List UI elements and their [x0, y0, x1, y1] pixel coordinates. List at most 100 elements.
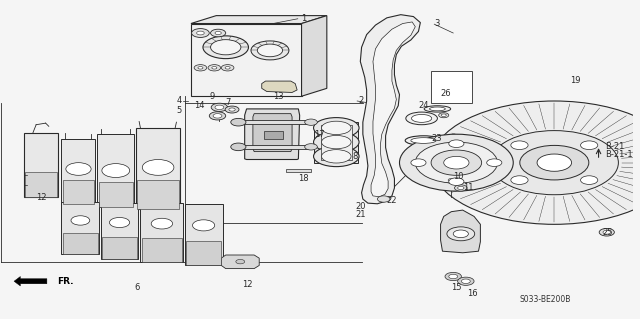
- Text: 25: 25: [603, 228, 613, 237]
- Circle shape: [520, 145, 589, 180]
- Text: 10: 10: [453, 172, 464, 182]
- Circle shape: [511, 141, 528, 150]
- Circle shape: [445, 177, 458, 183]
- Polygon shape: [61, 202, 99, 254]
- Ellipse shape: [424, 106, 451, 112]
- Bar: [264, 131, 283, 139]
- Circle shape: [194, 65, 207, 71]
- Circle shape: [580, 141, 598, 150]
- Bar: [102, 237, 136, 259]
- Text: 9: 9: [210, 92, 215, 101]
- Circle shape: [151, 218, 173, 229]
- Circle shape: [213, 114, 222, 118]
- Circle shape: [191, 29, 209, 37]
- Circle shape: [486, 159, 502, 167]
- Polygon shape: [253, 114, 292, 152]
- Circle shape: [490, 130, 618, 195]
- Text: 19: 19: [570, 76, 580, 85]
- Text: 22: 22: [387, 196, 397, 205]
- Circle shape: [225, 67, 230, 69]
- Circle shape: [109, 218, 130, 227]
- Text: 3: 3: [435, 19, 440, 28]
- Polygon shape: [140, 203, 184, 262]
- Text: 11: 11: [463, 183, 473, 192]
- Bar: [99, 182, 133, 207]
- Circle shape: [537, 154, 572, 171]
- Text: 20: 20: [355, 203, 365, 211]
- Text: B-21: B-21: [605, 142, 624, 151]
- Circle shape: [511, 176, 528, 184]
- Circle shape: [231, 118, 246, 126]
- Text: 14: 14: [194, 101, 205, 110]
- Circle shape: [453, 230, 468, 238]
- Polygon shape: [191, 16, 327, 24]
- Circle shape: [209, 112, 226, 120]
- Text: 5: 5: [176, 106, 182, 115]
- Circle shape: [71, 216, 90, 225]
- Text: 13: 13: [273, 92, 284, 101]
- Text: 4: 4: [176, 97, 182, 106]
- Circle shape: [448, 178, 454, 182]
- Polygon shape: [97, 134, 134, 207]
- Polygon shape: [440, 210, 481, 253]
- Circle shape: [458, 277, 474, 286]
- Bar: [285, 169, 311, 172]
- Circle shape: [215, 105, 224, 109]
- Polygon shape: [101, 203, 138, 259]
- Text: 12: 12: [243, 280, 253, 289]
- Bar: [141, 239, 182, 262]
- Text: 1: 1: [301, 14, 307, 23]
- Ellipse shape: [321, 150, 351, 163]
- Bar: [137, 180, 179, 209]
- Circle shape: [431, 101, 640, 224]
- Polygon shape: [371, 22, 415, 197]
- Text: S033-BE200B: S033-BE200B: [519, 295, 570, 304]
- Circle shape: [208, 65, 221, 71]
- Bar: [63, 234, 98, 254]
- Polygon shape: [191, 24, 301, 96]
- Text: 2: 2: [358, 97, 364, 106]
- Circle shape: [415, 142, 497, 183]
- Ellipse shape: [314, 146, 359, 167]
- Circle shape: [305, 144, 317, 150]
- Text: 16: 16: [467, 289, 477, 298]
- Text: B-21-1: B-21-1: [605, 150, 632, 159]
- Circle shape: [221, 65, 234, 71]
- Circle shape: [399, 134, 513, 191]
- Bar: [321, 125, 352, 160]
- Bar: [314, 122, 358, 163]
- Circle shape: [441, 114, 446, 116]
- Circle shape: [603, 230, 611, 234]
- Circle shape: [211, 103, 228, 111]
- Text: 17: 17: [314, 130, 325, 139]
- Text: 8: 8: [352, 152, 358, 161]
- Circle shape: [211, 29, 226, 37]
- Circle shape: [305, 119, 317, 125]
- Circle shape: [231, 143, 246, 151]
- Ellipse shape: [405, 136, 442, 145]
- Circle shape: [411, 159, 426, 167]
- Polygon shape: [24, 133, 58, 197]
- Circle shape: [449, 274, 458, 279]
- Ellipse shape: [203, 36, 248, 59]
- Circle shape: [212, 67, 217, 69]
- Circle shape: [193, 220, 214, 231]
- Ellipse shape: [406, 112, 437, 125]
- Bar: [240, 120, 311, 124]
- Text: FR.: FR.: [57, 277, 74, 286]
- Circle shape: [431, 150, 482, 175]
- Polygon shape: [61, 139, 95, 204]
- Ellipse shape: [412, 115, 432, 122]
- Circle shape: [445, 272, 461, 281]
- Circle shape: [142, 160, 174, 175]
- Circle shape: [599, 228, 614, 236]
- Circle shape: [454, 185, 467, 191]
- Text: 23: 23: [431, 134, 442, 144]
- Polygon shape: [185, 204, 223, 265]
- Bar: [63, 180, 93, 204]
- Ellipse shape: [314, 132, 359, 152]
- Bar: [240, 145, 311, 149]
- Text: 26: 26: [440, 89, 451, 98]
- Polygon shape: [14, 277, 47, 286]
- Circle shape: [447, 227, 475, 241]
